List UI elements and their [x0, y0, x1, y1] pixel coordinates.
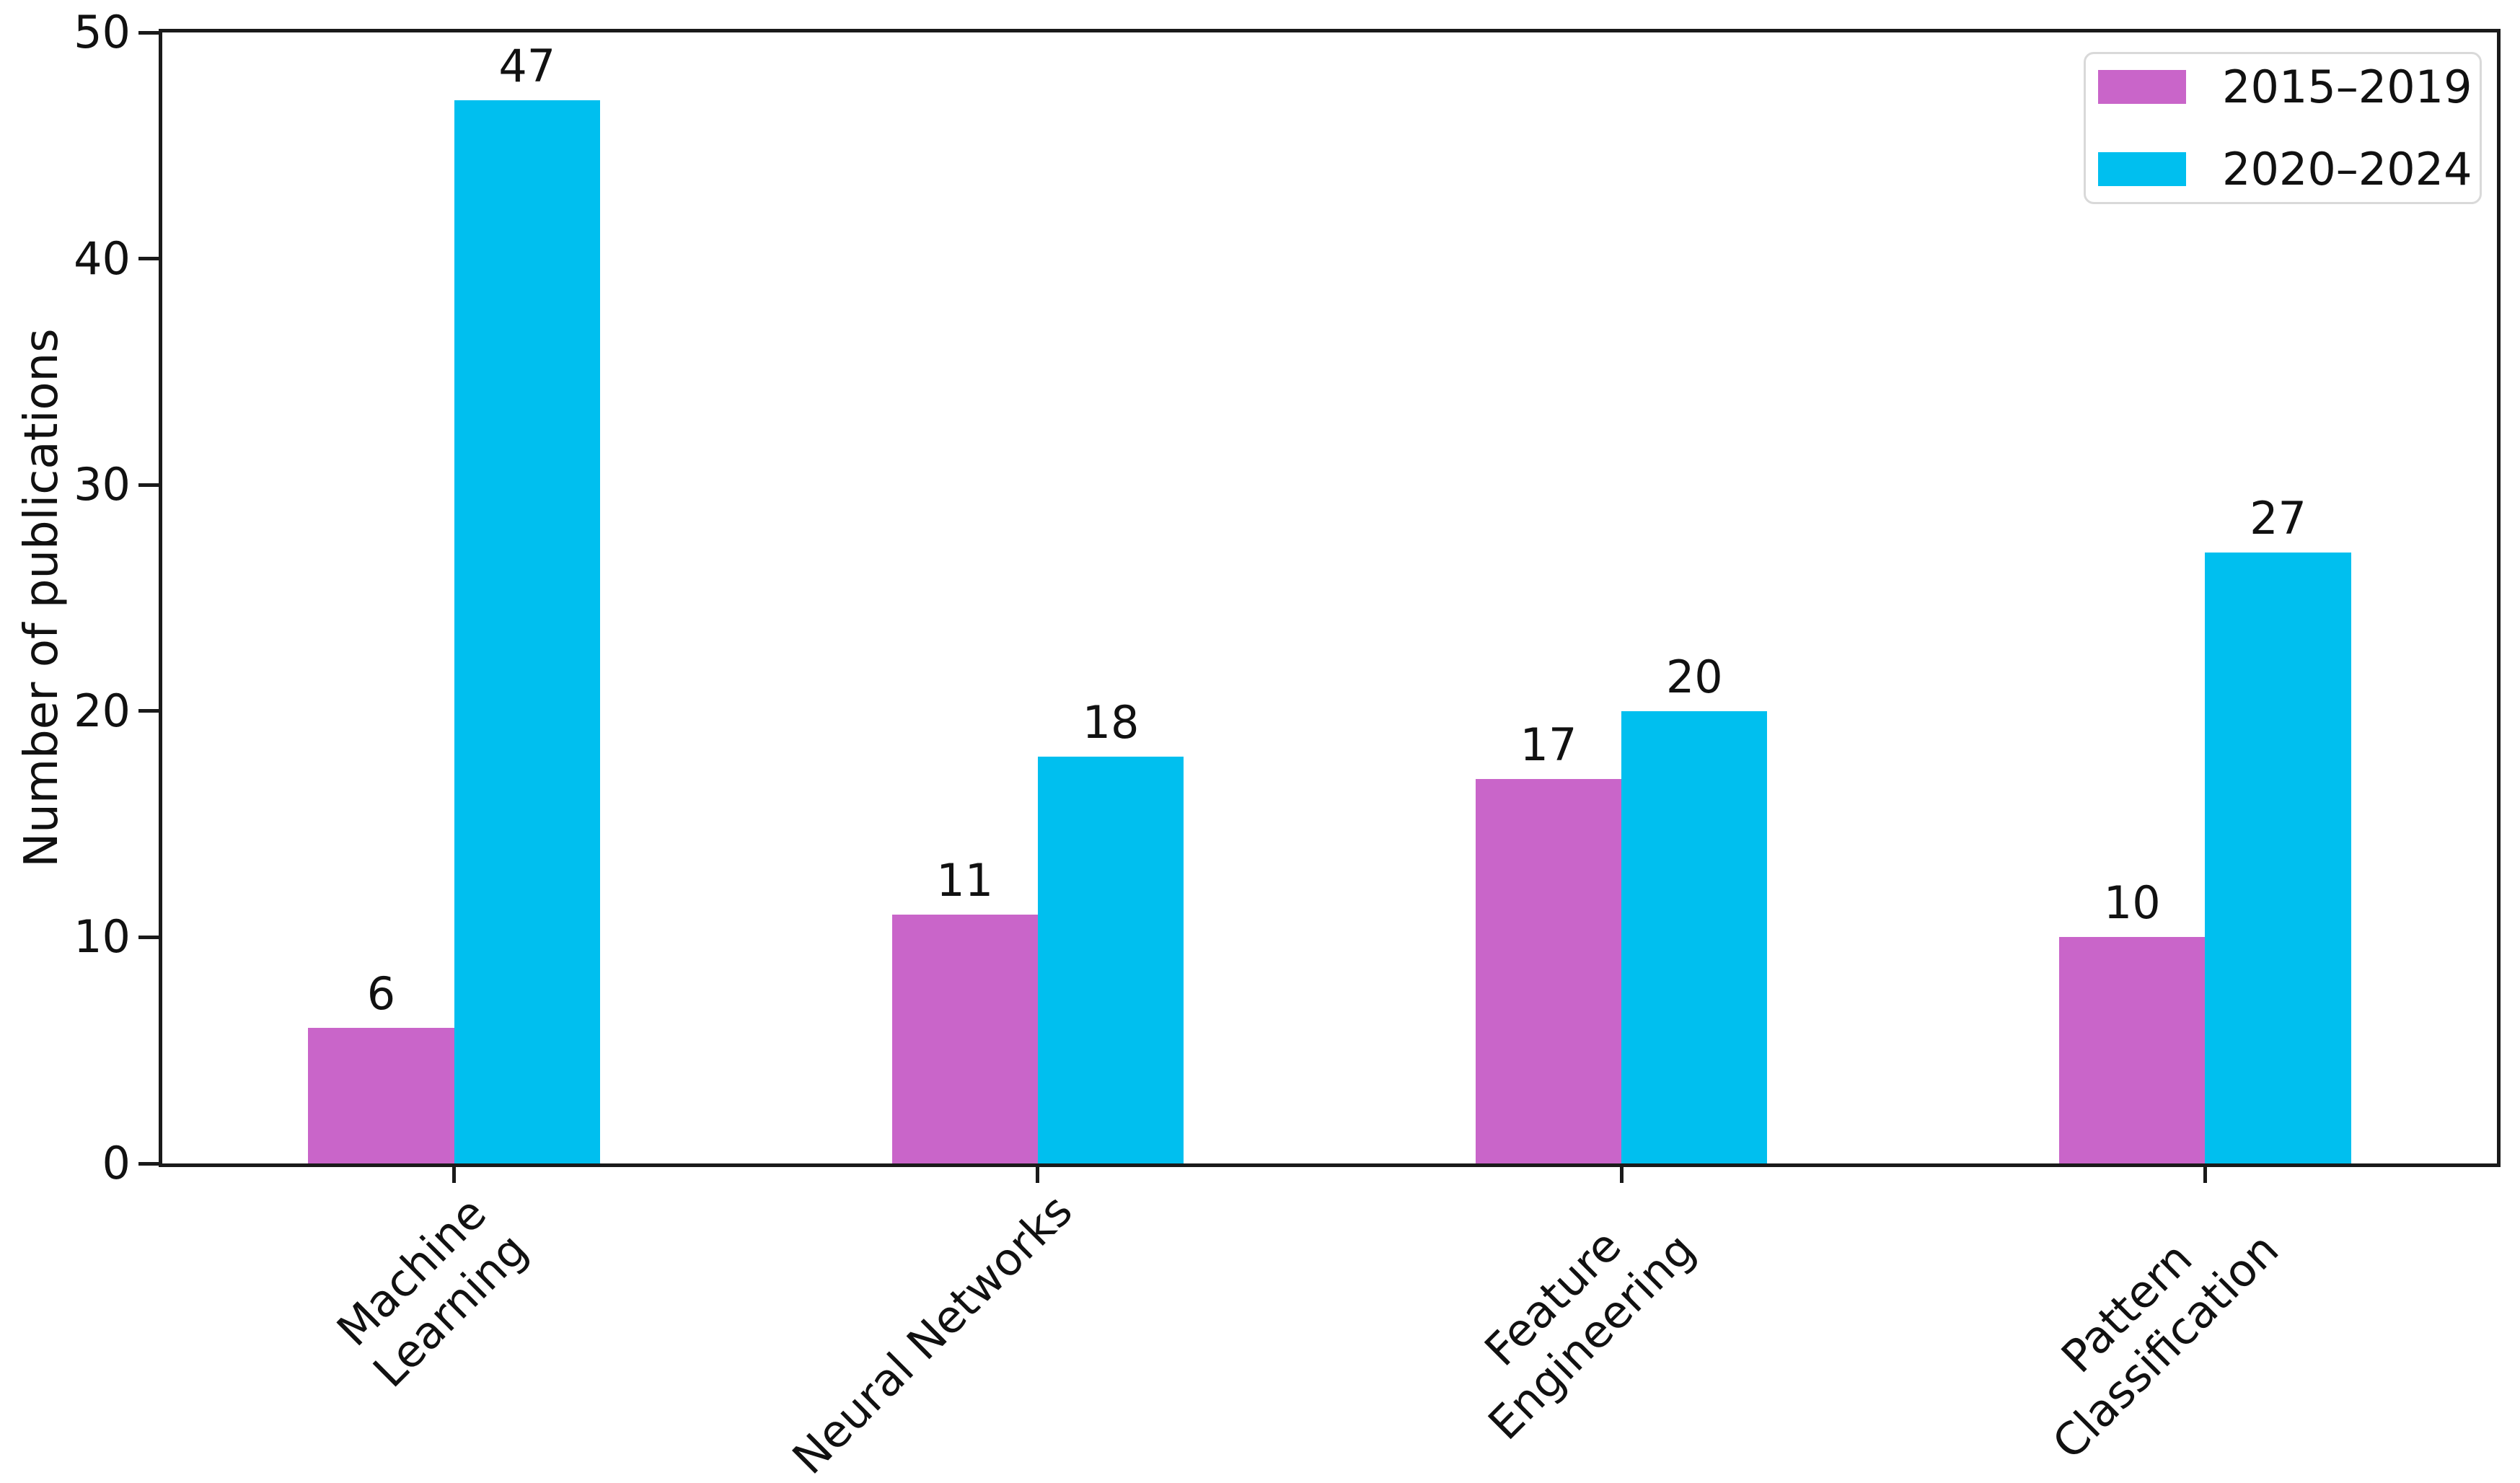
bar: [308, 1027, 454, 1163]
legend-swatch-2015-2019: [2098, 70, 2186, 104]
bar-value-label: 20: [1665, 650, 1723, 703]
bar: [1475, 778, 1622, 1163]
x-tick-mark: [1036, 1167, 1040, 1183]
x-tick-label: Pattern Classification: [2042, 1223, 2289, 1469]
y-tick-mark: [138, 257, 159, 261]
legend-item: 2020–2024: [2098, 138, 2480, 201]
bar: [2059, 937, 2206, 1163]
y-tick-label: 20: [74, 684, 131, 737]
bar: [1621, 710, 1768, 1163]
legend-label-2015-2019: 2015–2019: [2222, 60, 2472, 113]
x-tick-label: Machine Learning: [327, 1187, 538, 1398]
y-tick-mark: [138, 30, 159, 35]
bar-value-label: 27: [2250, 492, 2307, 545]
bar-value-label: 10: [2103, 876, 2161, 930]
x-tick-label: Feature Engineering: [1474, 1219, 1705, 1450]
y-tick-label: 50: [74, 6, 131, 58]
y-tick-mark: [138, 1161, 159, 1166]
y-tick-mark: [138, 483, 159, 487]
bar-value-label: 6: [366, 967, 396, 1020]
bar-value-label: 11: [936, 854, 994, 907]
bar-value-label: 17: [1520, 718, 1577, 771]
legend-label-2020-2024: 2020–2024: [2222, 142, 2472, 195]
bar-value-label: 47: [498, 40, 556, 93]
x-tick-mark: [452, 1167, 457, 1183]
legend-swatch-2020-2024: [2098, 152, 2186, 186]
legend-item: 2015–2019: [2098, 56, 2480, 119]
bar: [1037, 756, 1184, 1163]
bar: [891, 915, 1038, 1163]
y-tick-label: 10: [74, 910, 131, 964]
plot-area: 0 10 20 30 40 50 Machine Learning Neural Netwo…: [74, 10, 2501, 1483]
y-tick-mark: [138, 709, 159, 713]
x-tick-mark: [1619, 1167, 1624, 1183]
y-tick-mark: [138, 935, 159, 939]
x-tick-mark: [2203, 1167, 2207, 1183]
legend: 2015–2019 2020–2024: [2084, 52, 2482, 204]
y-tick-label: 0: [102, 1137, 131, 1189]
y-tick-label: 30: [74, 458, 131, 511]
bar-value-label: 18: [1082, 695, 1140, 749]
x-tick-label: Neural Networks: [783, 1184, 1083, 1483]
bar: [2205, 553, 2351, 1163]
y-axis-title: Number of publications: [15, 328, 69, 868]
bar: [454, 100, 600, 1163]
y-tick-label: 40: [74, 232, 131, 285]
